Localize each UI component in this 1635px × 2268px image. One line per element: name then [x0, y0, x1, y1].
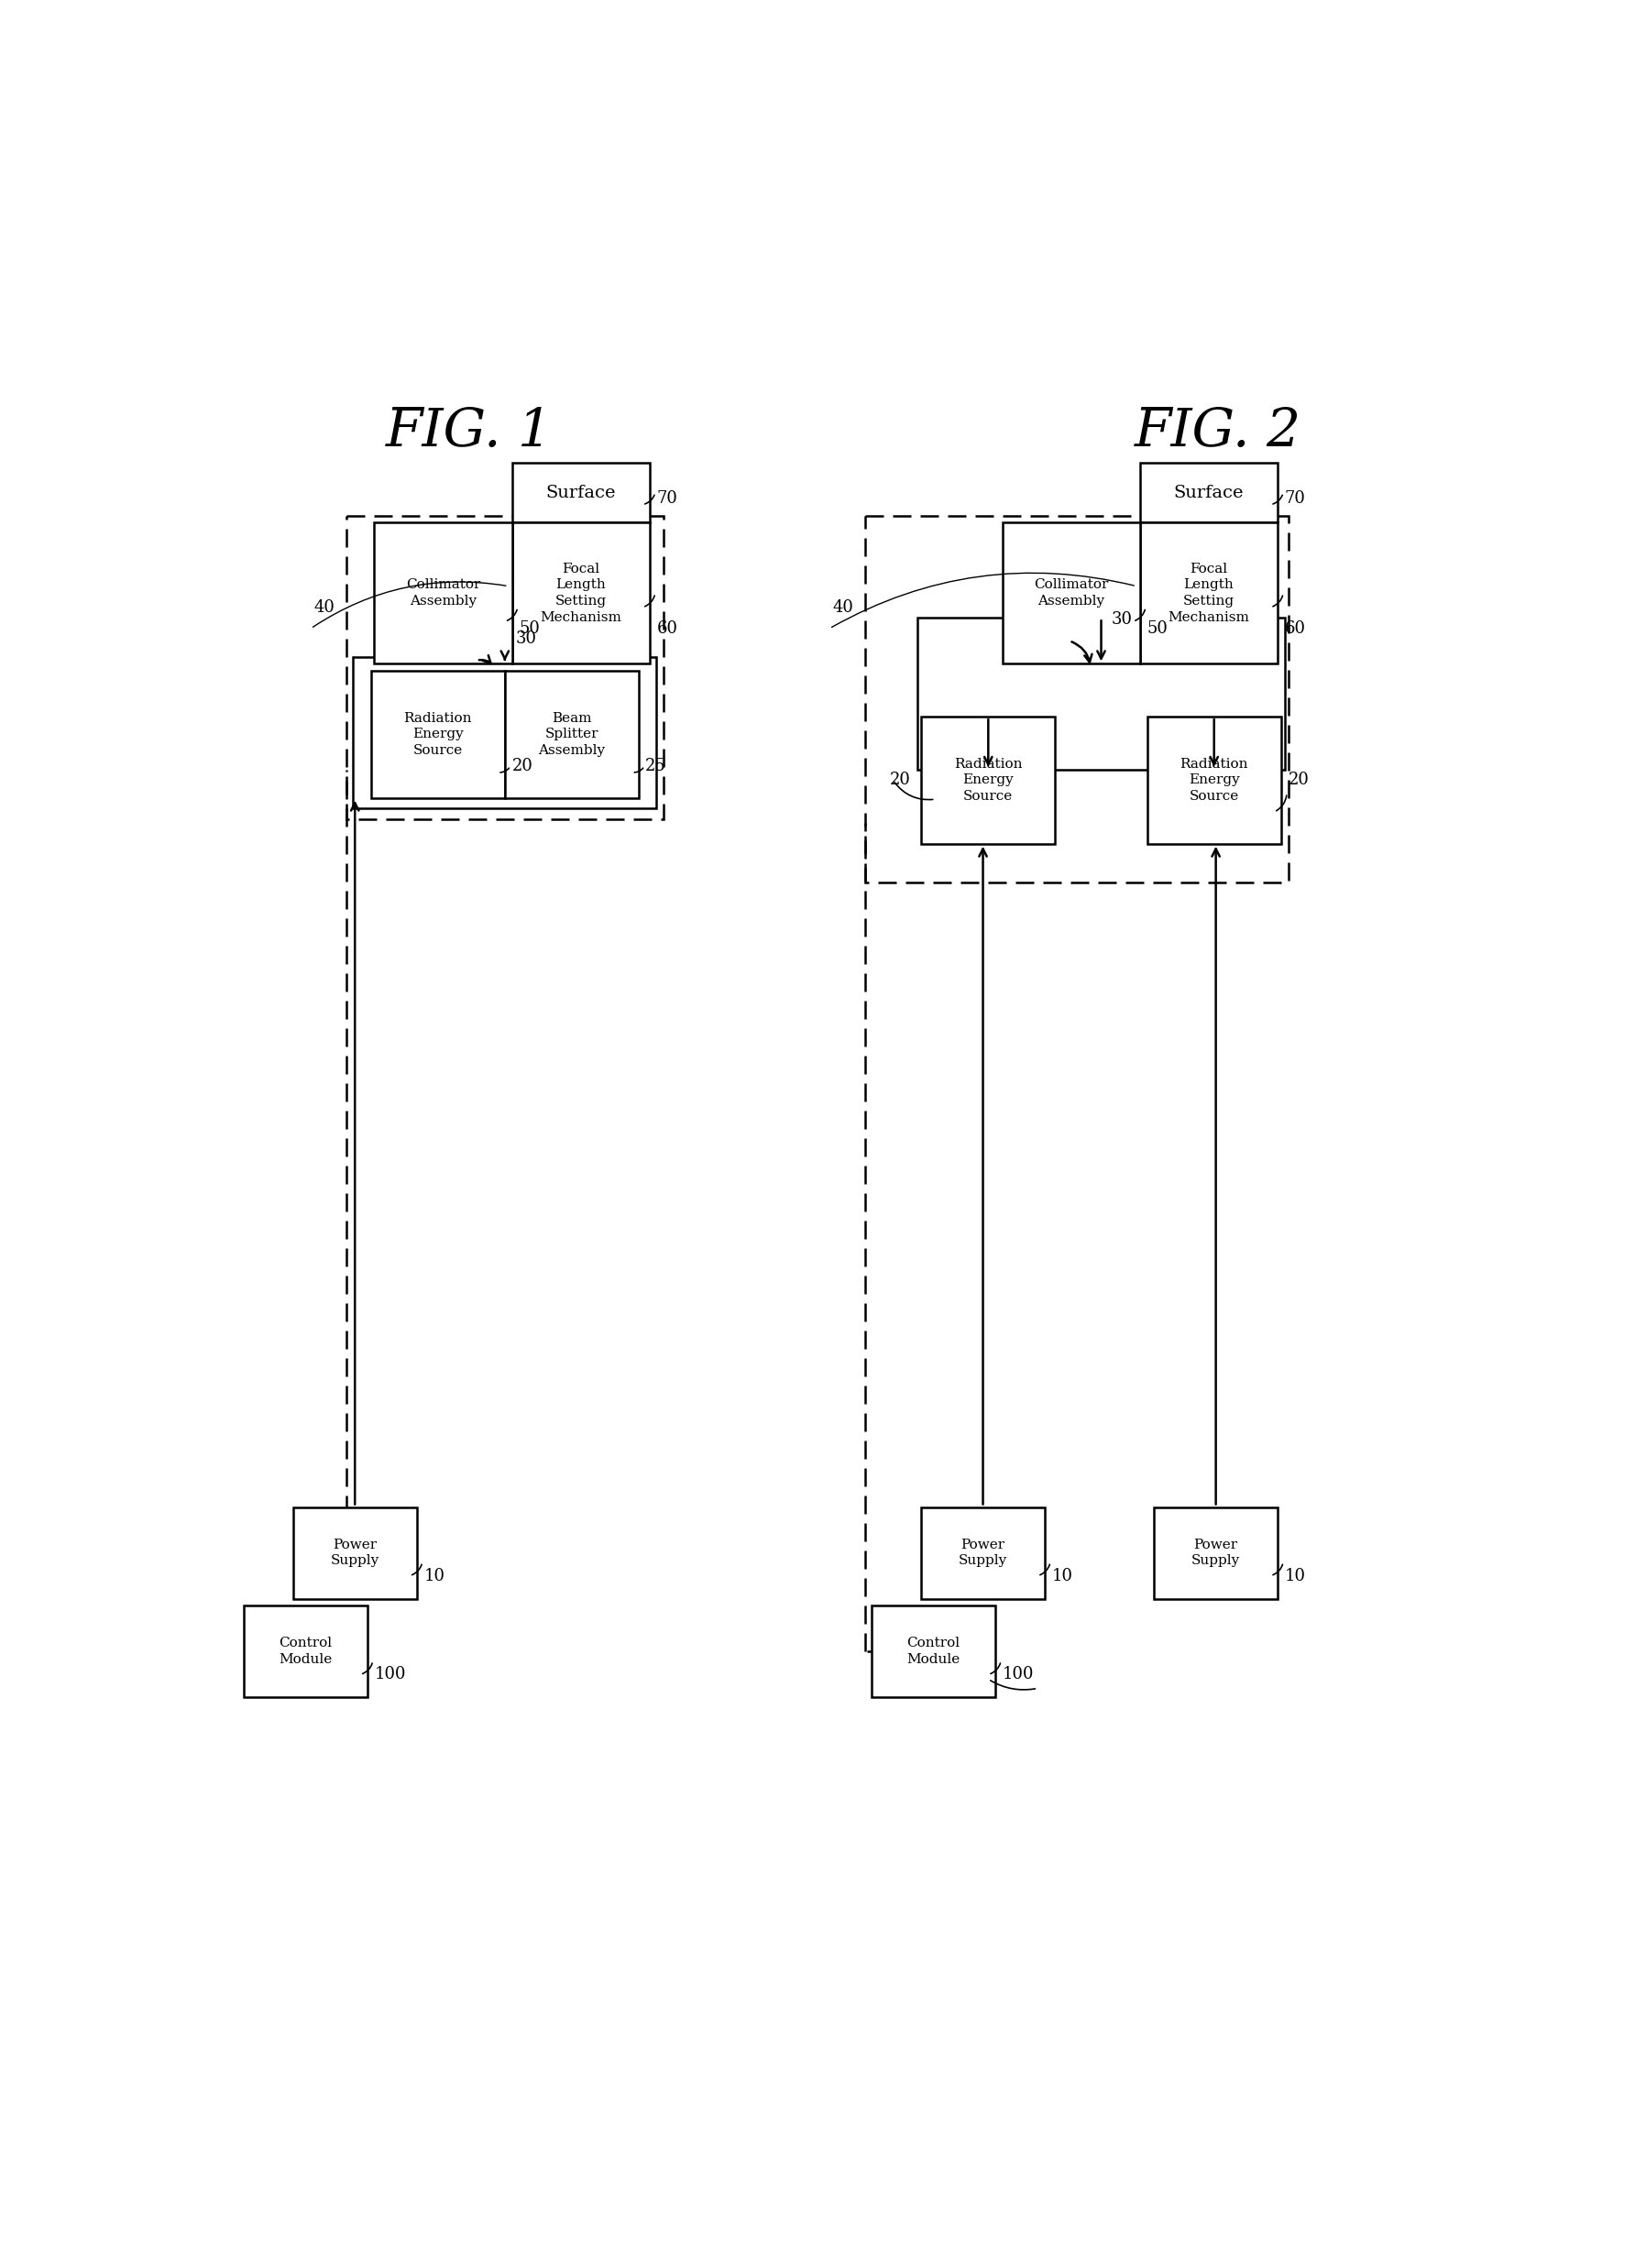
Bar	[1148, 717, 1282, 844]
Text: Focal
Length
Setting
Mechanism: Focal Length Setting Mechanism	[540, 562, 621, 624]
Text: Control
Module: Control Module	[907, 1637, 960, 1667]
Text: 40: 40	[832, 599, 853, 615]
Bar	[371, 671, 505, 798]
Bar	[347, 515, 664, 819]
Text: 100: 100	[374, 1667, 405, 1683]
Bar	[293, 1506, 417, 1599]
Text: 10: 10	[1285, 1567, 1306, 1583]
Bar	[865, 515, 1288, 882]
Bar	[1140, 522, 1277, 665]
Text: Radiation
Energy
Source: Radiation Energy Source	[955, 758, 1022, 803]
Text: Power
Supply: Power Supply	[958, 1538, 1007, 1567]
Bar	[1140, 463, 1277, 522]
Text: Beam
Splitter
Assembly: Beam Splitter Assembly	[538, 712, 605, 758]
Bar	[512, 522, 649, 665]
Text: FIG. 1: FIG. 1	[386, 406, 553, 458]
Text: Surface: Surface	[1174, 485, 1244, 501]
Bar	[917, 617, 1285, 769]
Text: 30: 30	[1112, 612, 1133, 628]
Bar	[921, 1506, 1045, 1599]
Bar	[244, 1606, 368, 1696]
Text: Collimator
Assembly: Collimator Assembly	[1033, 578, 1109, 608]
Text: Radiation
Energy
Source: Radiation Energy Source	[1180, 758, 1248, 803]
Text: 20: 20	[889, 771, 911, 789]
Text: Control
Module: Control Module	[280, 1637, 332, 1667]
Text: Collimator
Assembly: Collimator Assembly	[405, 578, 481, 608]
Text: 40: 40	[314, 599, 335, 615]
Text: Power
Supply: Power Supply	[330, 1538, 379, 1567]
Text: Surface: Surface	[546, 485, 616, 501]
Text: 20: 20	[1288, 771, 1310, 789]
Text: 60: 60	[1285, 619, 1306, 637]
Bar	[871, 1606, 996, 1696]
Bar	[353, 658, 657, 807]
Bar	[374, 522, 512, 665]
Text: FIG. 2: FIG. 2	[1135, 406, 1301, 458]
Text: 10: 10	[1051, 1567, 1073, 1583]
Bar	[512, 463, 649, 522]
Text: 50: 50	[1148, 619, 1167, 637]
Text: 30: 30	[515, 631, 536, 646]
Text: 50: 50	[518, 619, 540, 637]
Text: 25: 25	[644, 758, 665, 773]
Text: 70: 70	[1285, 490, 1306, 508]
Text: Focal
Length
Setting
Mechanism: Focal Length Setting Mechanism	[1167, 562, 1249, 624]
Bar	[921, 717, 1055, 844]
Bar	[1154, 1506, 1277, 1599]
Text: 100: 100	[1002, 1667, 1033, 1683]
Bar	[505, 671, 639, 798]
Text: 10: 10	[423, 1567, 445, 1583]
Bar	[1002, 522, 1140, 665]
Text: Power
Supply: Power Supply	[1192, 1538, 1241, 1567]
Text: 70: 70	[657, 490, 677, 508]
Text: 60: 60	[657, 619, 677, 637]
Text: Radiation
Energy
Source: Radiation Energy Source	[404, 712, 473, 758]
Text: 20: 20	[512, 758, 533, 773]
